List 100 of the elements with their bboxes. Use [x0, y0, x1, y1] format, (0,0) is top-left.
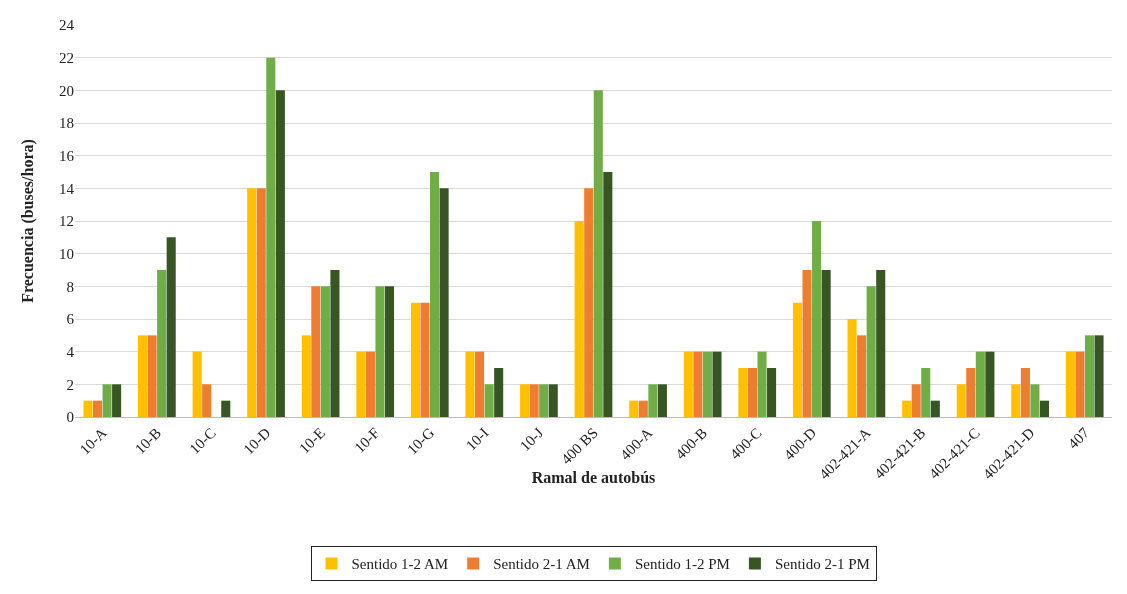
- y-axis-title: Frecuencia (buses/hora): [19, 139, 37, 303]
- x-tick-label: 407: [1064, 424, 1093, 452]
- bar: [712, 351, 722, 417]
- bar: [138, 335, 148, 417]
- bar: [1030, 384, 1040, 417]
- bar: [256, 188, 266, 417]
- bar: [92, 400, 103, 417]
- bar: [221, 400, 231, 417]
- x-tick-label: 400 BS: [558, 424, 601, 468]
- y-tick-label: 12: [59, 213, 74, 230]
- x-axis-title: Ramal de autobús: [531, 469, 656, 487]
- y-tick-label: 8: [66, 278, 74, 295]
- y-tick-label: 14: [59, 180, 75, 197]
- y-tick-label: 22: [59, 49, 74, 66]
- bar: [275, 90, 285, 417]
- y-tick-label: 2: [66, 376, 74, 393]
- bar: [548, 384, 558, 417]
- bar: [102, 384, 112, 417]
- bar: [757, 351, 767, 417]
- bar: [767, 368, 777, 417]
- bar: [147, 335, 157, 417]
- bar: [648, 384, 658, 417]
- bar: [593, 90, 603, 417]
- y-tick-label: 10: [59, 245, 74, 262]
- bar: [921, 368, 931, 417]
- bar: [420, 302, 430, 417]
- bar: [857, 335, 867, 417]
- bar: [956, 384, 966, 417]
- bar: [484, 384, 494, 417]
- bar: [157, 270, 167, 417]
- bar: [330, 270, 340, 417]
- bar: [702, 351, 712, 417]
- x-tick-label: 10-J: [516, 424, 547, 455]
- bar: [539, 384, 549, 417]
- bar: [356, 351, 366, 417]
- bar: [792, 302, 803, 417]
- bar: [584, 188, 594, 417]
- x-tick-label: 10-A: [76, 424, 110, 458]
- bar: [683, 351, 693, 417]
- bar: [812, 221, 822, 417]
- bar: [911, 384, 921, 417]
- bar: [311, 286, 321, 417]
- legend-label: Sentido 1-2 PM: [634, 556, 730, 573]
- bar: [629, 400, 639, 417]
- bar: [192, 351, 202, 417]
- bar: [465, 351, 475, 417]
- bar: [876, 270, 886, 417]
- bar: [520, 384, 530, 417]
- bar: [1020, 368, 1030, 417]
- bar: [738, 368, 748, 417]
- bar: [410, 302, 420, 417]
- bar: [966, 368, 976, 417]
- bar: [930, 400, 940, 417]
- bar: [83, 400, 93, 417]
- y-tick-label: 24: [59, 17, 75, 34]
- legend-label: Sentido 2-1 PM: [774, 556, 870, 573]
- bar: [247, 188, 257, 417]
- bar: [847, 319, 857, 417]
- bar: [1075, 351, 1085, 417]
- bar: [1065, 351, 1075, 417]
- bar: [747, 368, 757, 417]
- y-tick-label: 20: [59, 82, 74, 99]
- bar: [1084, 335, 1095, 417]
- bar: [439, 188, 449, 417]
- bar: [693, 351, 703, 417]
- legend-label: Sentido 1-2 AM: [351, 556, 449, 573]
- bar: [866, 286, 876, 417]
- bar: [574, 221, 584, 417]
- bar: [1039, 400, 1049, 417]
- bar: [529, 384, 539, 417]
- bar: [975, 351, 985, 417]
- bar: [202, 384, 212, 417]
- y-tick-label: 4: [66, 343, 75, 360]
- y-tick-label: 6: [66, 311, 75, 328]
- bar: [1094, 335, 1104, 417]
- bar: [1011, 384, 1021, 417]
- bar: [475, 351, 485, 417]
- bar: [603, 172, 613, 417]
- bar: [375, 286, 385, 417]
- bar: [430, 172, 440, 417]
- x-tick-label: 10-B: [131, 424, 165, 458]
- y-tick-label: 16: [59, 147, 75, 164]
- bar: [266, 57, 276, 417]
- y-tick-label: 18: [59, 115, 74, 132]
- bar: [301, 335, 311, 417]
- bar: [365, 351, 375, 417]
- y-tick-label: 0: [66, 409, 74, 426]
- bar: [384, 286, 395, 417]
- bar: [902, 400, 912, 417]
- x-tick-label: 10-I: [462, 424, 492, 454]
- legend-label: Sentido 2-1 AM: [493, 556, 590, 573]
- bar: [638, 400, 648, 417]
- bar: [657, 384, 667, 417]
- bar: [821, 270, 831, 417]
- bar: [166, 237, 176, 417]
- bar: [802, 270, 812, 417]
- bar: [494, 368, 504, 417]
- bar: [985, 351, 995, 417]
- bar: [320, 286, 330, 417]
- bar: [112, 384, 122, 417]
